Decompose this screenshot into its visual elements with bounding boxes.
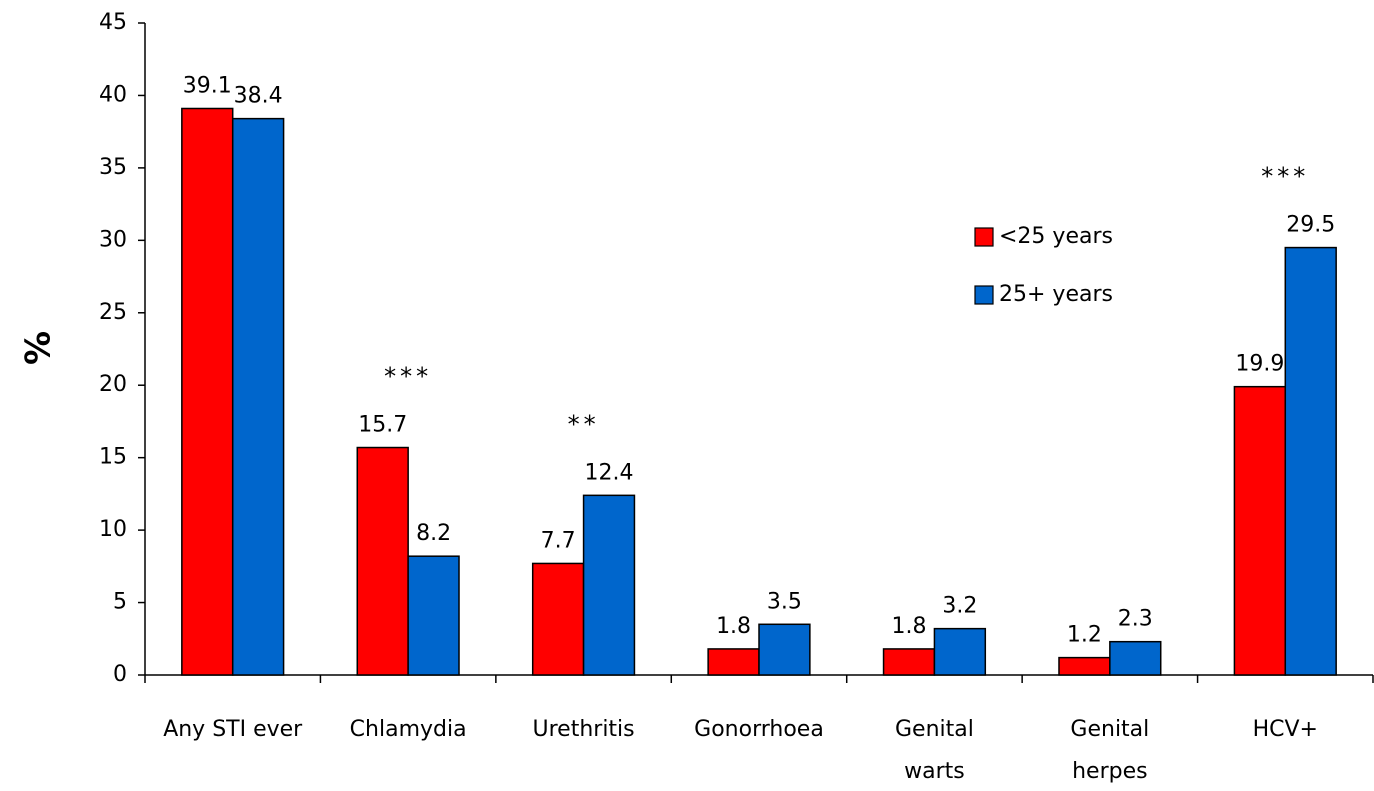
y-tick-label: 15 xyxy=(99,445,127,470)
y-tick-label: 40 xyxy=(99,82,127,107)
y-tick-label: 45 xyxy=(99,10,127,35)
x-tick-label: HCV+ xyxy=(1253,717,1318,742)
value-label: 39.1 xyxy=(183,73,232,98)
value-label: 3.2 xyxy=(942,594,977,619)
legend-label: <25 years xyxy=(999,224,1113,249)
y-tick-label: 25 xyxy=(99,300,127,325)
value-label: 29.5 xyxy=(1286,213,1335,238)
bar xyxy=(1109,640,1162,676)
bar xyxy=(1233,385,1287,676)
bar xyxy=(582,494,636,676)
bar xyxy=(1284,246,1337,676)
value-label: 2.3 xyxy=(1118,607,1153,632)
significance-label: *** xyxy=(1261,163,1309,191)
value-label: 3.5 xyxy=(767,589,802,614)
y-axis-label: % xyxy=(19,331,59,365)
value-label: 15.7 xyxy=(358,413,407,438)
legend-swatch xyxy=(974,227,994,247)
value-label: 1.2 xyxy=(1067,623,1102,648)
bar xyxy=(407,555,460,676)
significance-label: ** xyxy=(568,410,600,438)
x-tick-label: Genital herpes xyxy=(1070,717,1149,784)
x-tick-label: Chlamydia xyxy=(350,717,467,742)
value-label: 1.8 xyxy=(716,614,751,639)
bar xyxy=(531,562,585,676)
value-label: 19.9 xyxy=(1235,352,1284,377)
y-tick-label: 20 xyxy=(99,372,127,397)
bar xyxy=(933,627,987,676)
y-tick-label: 0 xyxy=(113,662,127,687)
bar xyxy=(707,648,760,676)
y-tick-label: 10 xyxy=(99,517,127,542)
x-tick-label: Any STI ever xyxy=(163,717,303,742)
bar xyxy=(181,107,234,676)
y-tick-label: 5 xyxy=(113,590,127,615)
bar xyxy=(356,446,409,676)
value-label: 38.4 xyxy=(234,84,283,109)
value-label: 1.8 xyxy=(891,614,926,639)
x-tick-label: Genital warts xyxy=(895,717,974,784)
bar xyxy=(1058,656,1111,676)
value-label: 12.4 xyxy=(585,460,634,485)
bar xyxy=(231,117,285,676)
legend-label: 25+ years xyxy=(999,282,1113,307)
x-tick-label: Urethritis xyxy=(533,717,635,742)
x-tick-label: Gonorrhoea xyxy=(694,717,824,742)
legend-swatch xyxy=(974,285,994,305)
y-tick-label: 30 xyxy=(99,227,127,252)
bar xyxy=(758,623,811,676)
y-tick-label: 35 xyxy=(99,155,127,180)
value-label: 7.7 xyxy=(541,528,576,553)
bar xyxy=(882,648,936,676)
value-label: 8.2 xyxy=(416,521,451,546)
significance-label: *** xyxy=(384,363,432,391)
